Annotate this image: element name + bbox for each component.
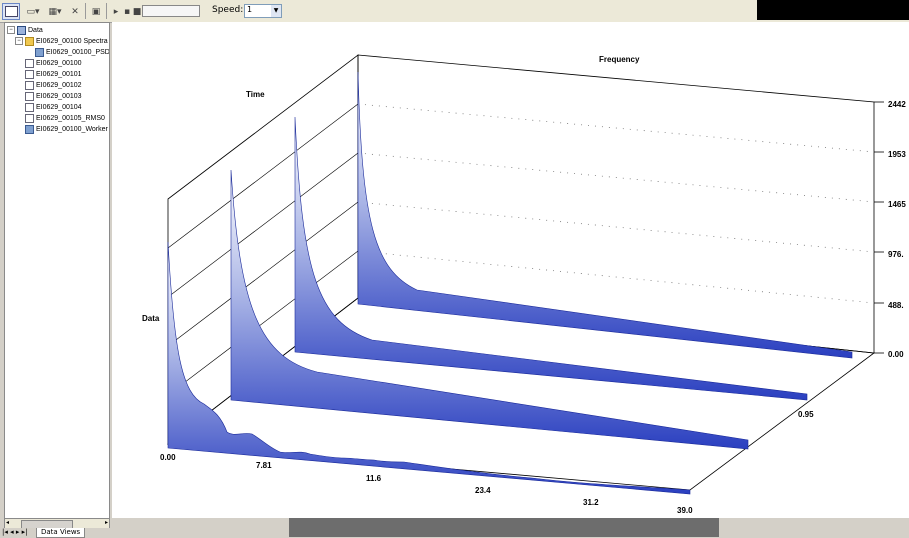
waterfall-plot[interactable]: Frequency Time Data 2442 1953 1465 976. … — [112, 22, 909, 518]
frequency-tick-label: 488. — [888, 301, 904, 310]
spectrum-trace-2 — [230, 169, 749, 450]
frequency-tick-label: 0.00 — [888, 350, 904, 359]
tree-folder-spectra[interactable]: − EI0629_00100 Spectra — [15, 36, 108, 46]
frequency-tick-label: 2442 — [888, 100, 906, 109]
scroll-right-icon[interactable]: ▸ — [104, 519, 108, 526]
tree-item-psd[interactable]: EI0629_00100_PSD — [35, 47, 110, 57]
tree-item[interactable]: EI0629_00105_RMS0 — [25, 113, 105, 123]
x-tick-label: 0.00 — [160, 453, 176, 462]
time-tick-label: 0.95 — [798, 410, 814, 419]
database-icon — [17, 25, 26, 35]
tree-item[interactable]: EI0629_00104 — [25, 102, 82, 112]
x-tick-label: 11.6 — [366, 474, 382, 483]
tree-root[interactable]: − Data — [7, 25, 43, 35]
x-tick-label: 7.81 — [256, 461, 272, 470]
table-icon[interactable]: ▦▾ — [48, 6, 62, 17]
axis-title-time: Time — [246, 90, 265, 99]
tab-nav-arrows[interactable]: |◂ ◂ ▸ ▸| — [2, 528, 28, 536]
chart-icon[interactable]: ▭▾ — [26, 6, 40, 17]
tree-folder-label: EI0629_00100 Spectra — [36, 37, 108, 45]
dataset-icon — [25, 80, 34, 90]
view-icon[interactable] — [2, 3, 20, 20]
axis-title-data: Data — [142, 314, 160, 323]
position-slider[interactable] — [142, 5, 200, 17]
speed-label: Speed: — [212, 5, 244, 15]
scroll-left-icon[interactable]: ◂ — [6, 519, 10, 526]
dataset-icon — [25, 102, 34, 112]
axis-title-frequency: Frequency — [599, 55, 640, 64]
frequency-tick-label: 976. — [888, 250, 904, 259]
frequency-ticks — [874, 101, 884, 354]
dataset-icon — [25, 91, 34, 101]
frequency-tick-label: 1465 — [888, 200, 906, 209]
tree-item-label: EI0629_00101 — [36, 70, 82, 78]
x-tick-label: 39.0 — [677, 506, 693, 515]
dataset-icon — [25, 113, 34, 123]
dataset-icon — [25, 69, 34, 79]
folder-icon — [25, 36, 34, 46]
worker-icon — [25, 124, 34, 134]
collapse-icon[interactable]: − — [7, 26, 15, 34]
tree-item[interactable]: EI0629_00101 — [25, 69, 82, 79]
tree-item[interactable]: EI0629_00100 — [25, 58, 82, 68]
speed-value: 1 — [247, 5, 253, 14]
save-icon[interactable]: ▣ — [91, 6, 101, 17]
tree-item-label: EI0629_00104 — [36, 103, 82, 111]
tree-item[interactable]: EI0629_00102 — [25, 80, 82, 90]
tree-item[interactable]: EI0629_00103 — [25, 91, 82, 101]
bottom-tab-strip: |◂ ◂ ▸ ▸| Data Views — [0, 528, 289, 538]
waterfall-svg — [166, 54, 884, 495]
delete-icon[interactable]: ✕ — [71, 6, 79, 17]
pause-icon[interactable]: ▪ — [123, 6, 131, 17]
spectrum-trace-4 — [357, 71, 853, 359]
x-tick-label: 23.4 — [475, 486, 491, 495]
stop-icon[interactable]: ■ — [132, 6, 142, 17]
play-icon[interactable]: ▸ — [113, 6, 119, 17]
tree-item-label: EI0629_00100_Worker — [36, 125, 108, 133]
status-overlay-bar — [289, 518, 719, 537]
tree-item-label: EI0629_00100_PSD — [46, 48, 110, 56]
tree-item-label: EI0629_00103 — [36, 92, 82, 100]
black-bar — [757, 0, 909, 20]
toolbar: ▭▾ ▦▾ ✕ ▣ ▸ ▪ ■ Speed: 1 ▼ — [0, 0, 909, 23]
spectrum-trace-1 — [167, 241, 691, 495]
data-tree[interactable]: − Data − EI0629_00100 Spectra EI0629_001… — [4, 22, 110, 520]
tree-item[interactable]: EI0629_00100_Worker — [25, 124, 108, 134]
dataset-icon — [35, 47, 44, 57]
frequency-tick-label: 1953 — [888, 150, 906, 159]
chevron-down-icon[interactable]: ▼ — [271, 5, 281, 17]
speed-select[interactable]: 1 ▼ — [244, 4, 282, 18]
spectrum-trace-3 — [294, 116, 808, 401]
tree-item-label: EI0629_00105_RMS0 — [36, 114, 105, 122]
tree-item-label: EI0629_00100 — [36, 59, 82, 67]
collapse-icon[interactable]: − — [15, 37, 23, 45]
back-grid — [357, 103, 875, 304]
tree-item-label: EI0629_00102 — [36, 81, 82, 89]
x-tick-label: 31.2 — [583, 498, 599, 507]
left-grid — [167, 103, 359, 396]
tree-root-label: Data — [28, 26, 43, 34]
dataset-icon — [25, 58, 34, 68]
